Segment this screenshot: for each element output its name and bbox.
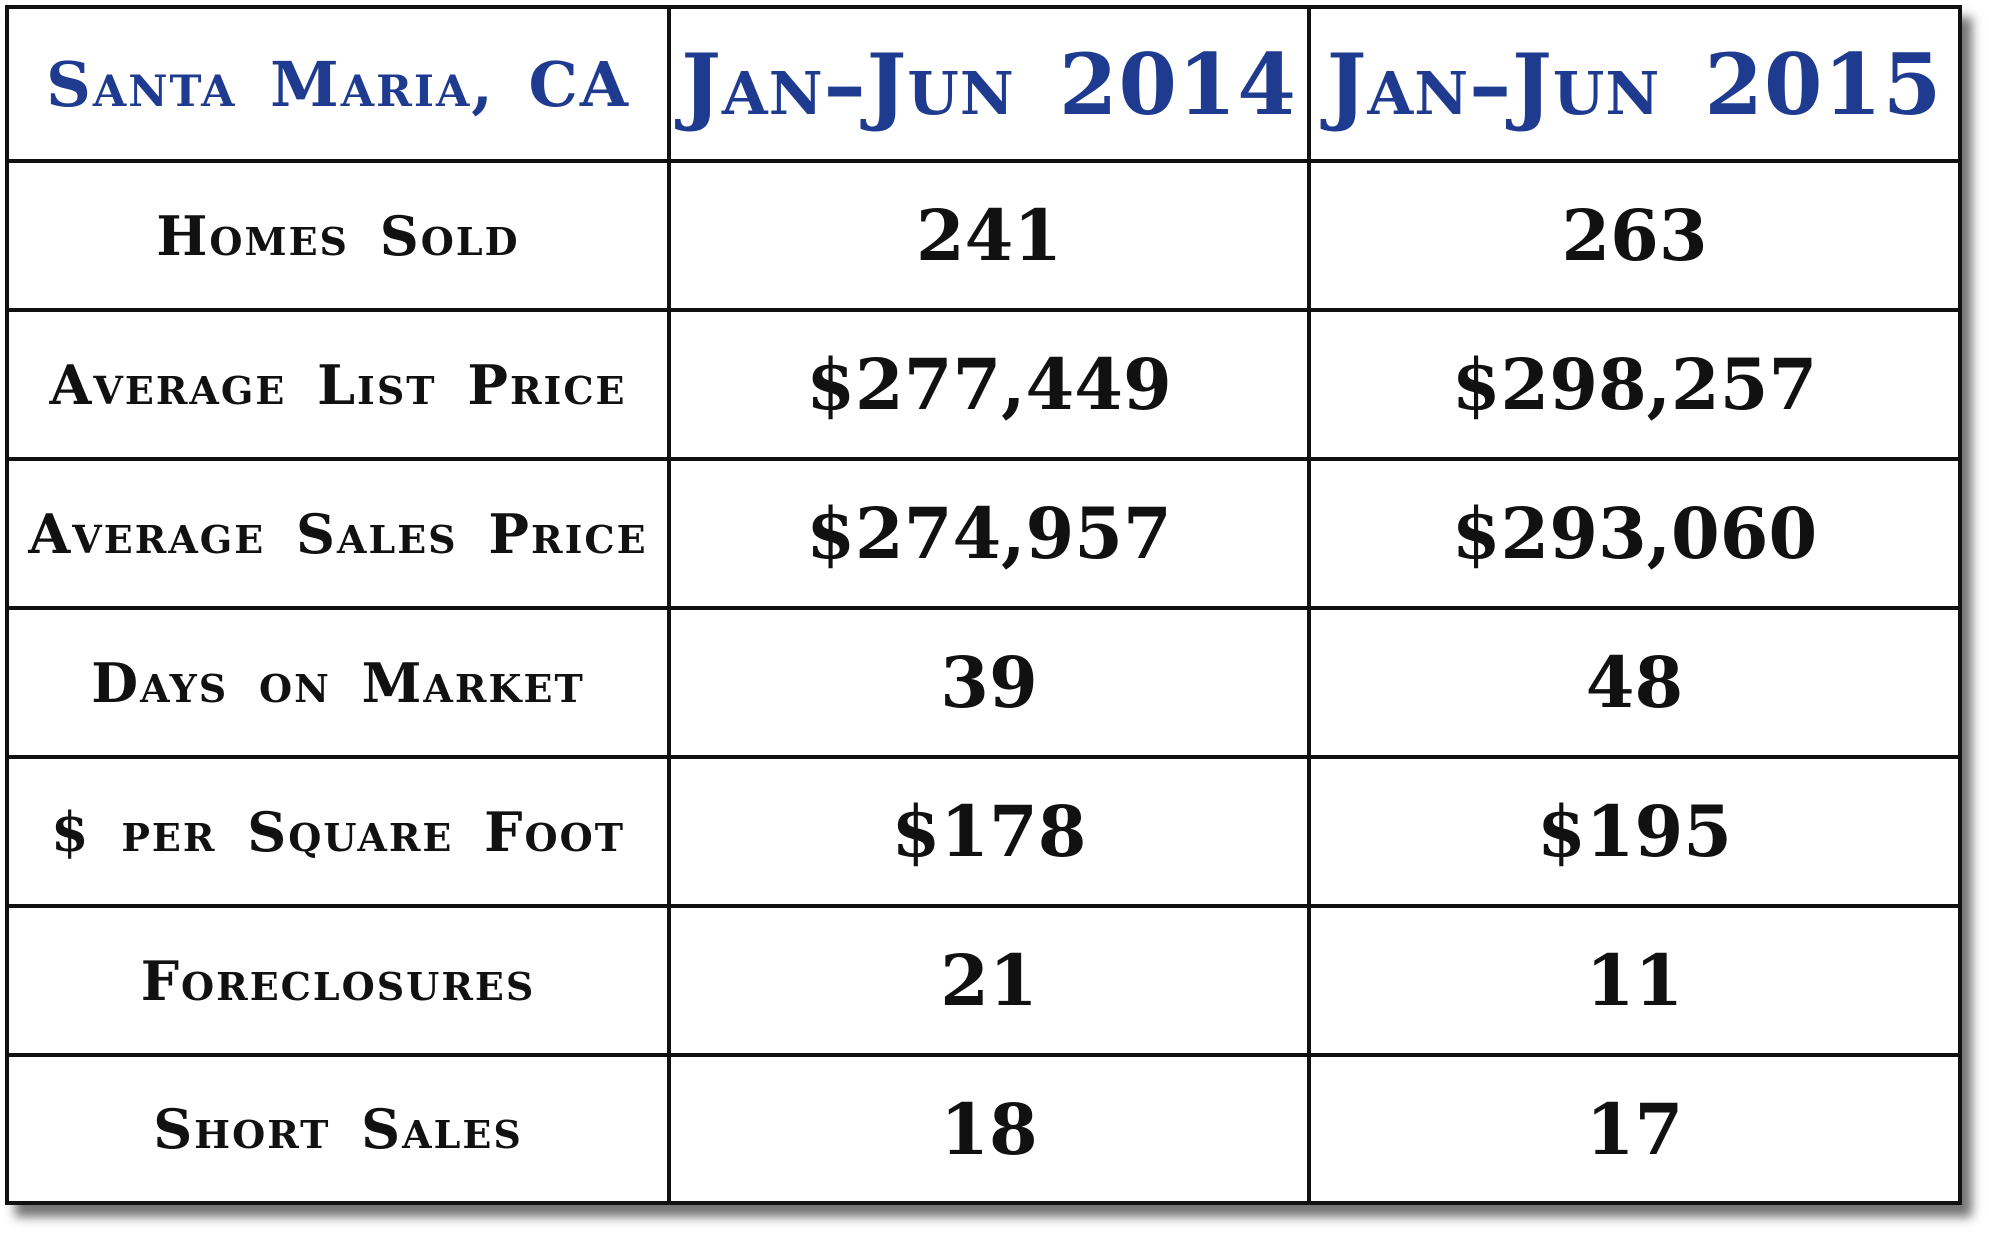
row-label-cell: Average List Price [9,308,671,462]
table-row: Foreclosures 21 11 [9,904,1958,1058]
row-label: Foreclosures [140,948,536,1013]
value-cell-2015: $195 [1307,755,1958,909]
value-cell-2015: 263 [1307,158,1958,313]
value-cell-2014: $274,957 [667,457,1311,611]
value-2014: 18 [940,1087,1038,1171]
row-label-cell: Average Sales Price [9,457,671,611]
value-cell-2014: $178 [667,755,1311,909]
row-label: $ per Square Foot [50,799,625,864]
row-label-cell: Days on Market [9,606,671,760]
header-row: Santa Maria, CA Jan–Jun 2014 Jan–Jun 201… [9,9,1958,163]
stats-table: Santa Maria, CA Jan–Jun 2014 Jan–Jun 201… [9,9,1958,1201]
table-row: $ per Square Foot $178 $195 [9,755,1958,909]
value-2014: 21 [940,939,1038,1023]
value-2014: $277,449 [806,343,1172,427]
header-period-2015: Jan–Jun 2015 [1307,9,1958,163]
location-label: Santa Maria, CA [46,47,630,121]
value-2015: $298,257 [1451,343,1818,427]
header-location: Santa Maria, CA [9,9,671,163]
value-2015: 48 [1585,641,1684,725]
value-2015: 17 [1585,1087,1684,1171]
row-label: Days on Market [91,650,585,715]
value-cell-2014: 39 [667,606,1311,760]
value-cell-2014: 21 [667,904,1311,1058]
row-label-cell: Foreclosures [9,904,671,1058]
value-cell-2014: $277,449 [667,308,1311,462]
period-2015-label: Jan–Jun 2015 [1326,34,1943,134]
value-2014: 39 [940,641,1038,725]
row-label-cell: Homes Sold [9,158,671,313]
market-stats-table: Santa Maria, CA Jan–Jun 2014 Jan–Jun 201… [5,5,1962,1205]
table-row: Average Sales Price $274,957 $293,060 [9,457,1958,611]
value-2014: $178 [891,790,1087,874]
value-cell-2015: $298,257 [1307,308,1958,462]
value-2015: 11 [1585,939,1684,1023]
value-2014: $274,957 [806,492,1172,576]
value-cell-2014: 18 [667,1053,1311,1201]
table-row: Short Sales 18 17 [9,1053,1958,1201]
value-2014: 241 [915,194,1063,278]
header-period-2014: Jan–Jun 2014 [667,9,1311,163]
row-label: Homes Sold [156,203,520,268]
row-label: Short Sales [153,1097,523,1162]
row-label: Average List Price [49,352,627,417]
table-row: Days on Market 39 48 [9,606,1958,760]
row-label-cell: Short Sales [9,1053,671,1201]
value-2015: $195 [1537,790,1732,874]
value-cell-2015: 11 [1307,904,1958,1058]
table-row: Average List Price $277,449 $298,257 [9,308,1958,462]
value-2015: 263 [1561,194,1708,278]
row-label-cell: $ per Square Foot [9,755,671,909]
period-2014-label: Jan–Jun 2014 [681,34,1297,134]
value-cell-2015: $293,060 [1307,457,1958,611]
value-cell-2015: 17 [1307,1053,1958,1201]
table-row: Homes Sold 241 263 [9,158,1958,313]
value-cell-2015: 48 [1307,606,1958,760]
row-label: Average Sales Price [28,501,648,566]
value-cell-2014: 241 [667,158,1311,313]
value-2015: $293,060 [1451,492,1818,576]
